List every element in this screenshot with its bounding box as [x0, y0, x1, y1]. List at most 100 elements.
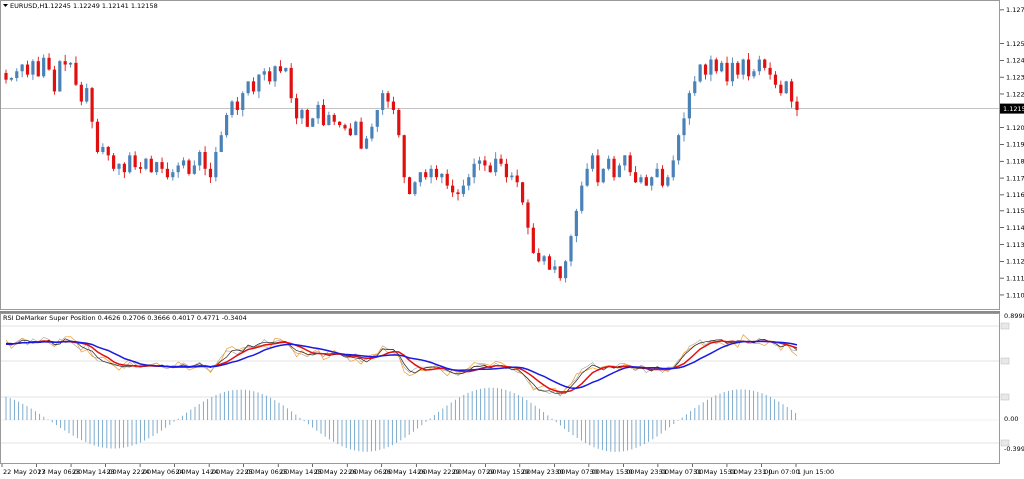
- candle-body: [472, 163, 476, 178]
- time-tick-label: 30 May 07:00: [555, 468, 600, 476]
- candle-body: [338, 121, 342, 126]
- candle-body: [494, 158, 498, 173]
- candle-body: [235, 101, 239, 110]
- candle-body: [741, 59, 745, 75]
- candle-body: [112, 155, 116, 169]
- candle-body: [294, 98, 299, 119]
- candle-body: [95, 121, 100, 152]
- indicator-blue-line: [5, 340, 798, 389]
- price-tick-label: 1.12045: [1006, 124, 1024, 132]
- price-tick-label: 1.12245: [1006, 90, 1024, 98]
- candle-body: [198, 152, 202, 166]
- indicator-frame: [0, 313, 1000, 464]
- candle-body: [623, 155, 627, 166]
- candle-body: [122, 163, 126, 173]
- candle-body: [617, 165, 622, 178]
- candle-body: [47, 57, 51, 70]
- candle-body: [660, 168, 665, 186]
- candle-body: [257, 74, 261, 92]
- time-tick-label: 30 May 15:00: [590, 468, 635, 476]
- candle-body: [424, 172, 428, 178]
- dropdown-triangle-icon[interactable]: [3, 4, 8, 7]
- main-header: EURUSD,H1 1.12245 1.12249 1.12141 1.1215…: [3, 2, 158, 10]
- candle-body: [332, 115, 336, 122]
- candle-body: [682, 118, 686, 136]
- candle-body: [757, 59, 761, 72]
- candle-body: [284, 67, 288, 72]
- candle-body: [558, 266, 562, 279]
- candle-body: [321, 104, 326, 126]
- time-tick-label: 25 May 22:00: [314, 468, 359, 476]
- current-price-label: 1.12158: [1003, 105, 1024, 113]
- candle-body: [418, 172, 422, 183]
- time-tick-label: 26 May 14:00: [383, 468, 428, 476]
- candle-body: [407, 177, 412, 195]
- candle-body: [79, 84, 83, 102]
- candle-body: [752, 71, 756, 77]
- candle-body: [709, 59, 713, 75]
- candle-body: [327, 115, 331, 126]
- candle-body: [364, 138, 369, 149]
- candle-body: [74, 62, 78, 85]
- time-tick-label: 25 May 14:00: [279, 468, 324, 476]
- candle-body: [187, 160, 191, 174]
- candle-body: [311, 118, 315, 127]
- time-tick-label: 25 May 06:00: [245, 468, 290, 476]
- price-tick-label: 1.11250: [1006, 258, 1024, 266]
- candle-body: [31, 61, 35, 75]
- candle-body: [278, 66, 283, 72]
- candle-body: [101, 146, 105, 152]
- time-tick-label: 23 May 14:00: [72, 468, 117, 476]
- candle-body: [671, 160, 675, 178]
- candle-body: [251, 81, 256, 92]
- candle-body: [90, 88, 94, 122]
- candle-body: [784, 81, 788, 94]
- candle-body: [160, 162, 164, 169]
- level-marker: [1000, 322, 1010, 330]
- candle-body: [42, 57, 46, 77]
- candle-body: [9, 78, 13, 80]
- indicator-axis: 0.8998 0.00 -0.3995: [1000, 312, 1024, 453]
- time-tick-label: 29 May 07:00: [452, 468, 497, 476]
- candle-body: [208, 168, 213, 178]
- candle-body: [359, 121, 363, 149]
- time-tick-label: 31 May 23:00: [728, 468, 773, 476]
- indicator-red-line: [5, 340, 798, 393]
- price-tick-label: 1.11050: [1006, 291, 1024, 299]
- price-tick-label: 1.11150: [1006, 274, 1024, 282]
- candle-body: [343, 125, 347, 129]
- candle-body: [542, 256, 546, 262]
- candle-body: [20, 64, 24, 72]
- candle-body: [461, 185, 465, 195]
- candle-body: [746, 59, 751, 77]
- separator-bar[interactable]: [0, 311, 1000, 313]
- indicator-histogram: [5, 387, 797, 452]
- candle-body: [504, 163, 509, 178]
- candle-body: [440, 173, 444, 178]
- candle-body: [763, 59, 767, 68]
- time-tick-label: 23 May 22:00: [107, 468, 152, 476]
- candle-body: [451, 185, 455, 193]
- candle-body: [456, 192, 460, 195]
- price-tick-label: 1.12545: [1006, 40, 1024, 48]
- candle-body: [531, 227, 535, 253]
- candle-body: [526, 202, 530, 228]
- price-tick-label: 1.11350: [1006, 241, 1024, 249]
- candle-body: [720, 62, 724, 72]
- candle-body: [149, 158, 153, 173]
- price-tick-label: 1.11645: [1006, 191, 1024, 199]
- time-tick-label: 1 Jun 07:00: [762, 468, 799, 476]
- candle-body: [547, 256, 552, 270]
- candle-body: [305, 109, 309, 127]
- price-tick-label: 1.12345: [1006, 73, 1024, 81]
- candle-body: [36, 61, 40, 77]
- candle-body: [477, 160, 482, 164]
- candle-body: [106, 146, 110, 156]
- indicator-tick-label: 0.00: [1004, 415, 1018, 423]
- candle-body: [192, 165, 196, 174]
- candle-body: [241, 93, 245, 110]
- time-tick-label: 29 May 15:00: [486, 468, 531, 476]
- time-tick-label: 31 May 15:00: [693, 468, 738, 476]
